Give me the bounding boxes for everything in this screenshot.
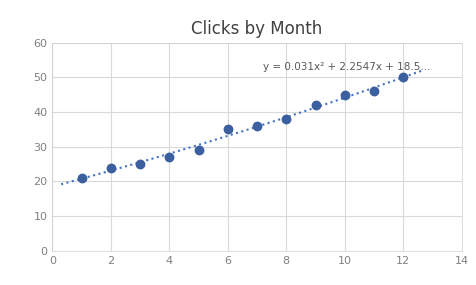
Point — [282, 117, 290, 121]
Text: y = 0.031x² + 2.2547x + 18.5...: y = 0.031x² + 2.2547x + 18.5... — [263, 62, 430, 72]
Point — [136, 162, 144, 166]
Title: Clicks by Month: Clicks by Month — [191, 21, 323, 38]
Point — [341, 92, 348, 97]
Point — [312, 103, 319, 107]
Point — [78, 176, 85, 180]
Point — [399, 75, 407, 80]
Point — [370, 89, 378, 93]
Point — [107, 165, 115, 170]
Point — [224, 127, 232, 132]
Point — [195, 148, 202, 152]
Point — [253, 124, 261, 128]
Point — [166, 155, 173, 160]
